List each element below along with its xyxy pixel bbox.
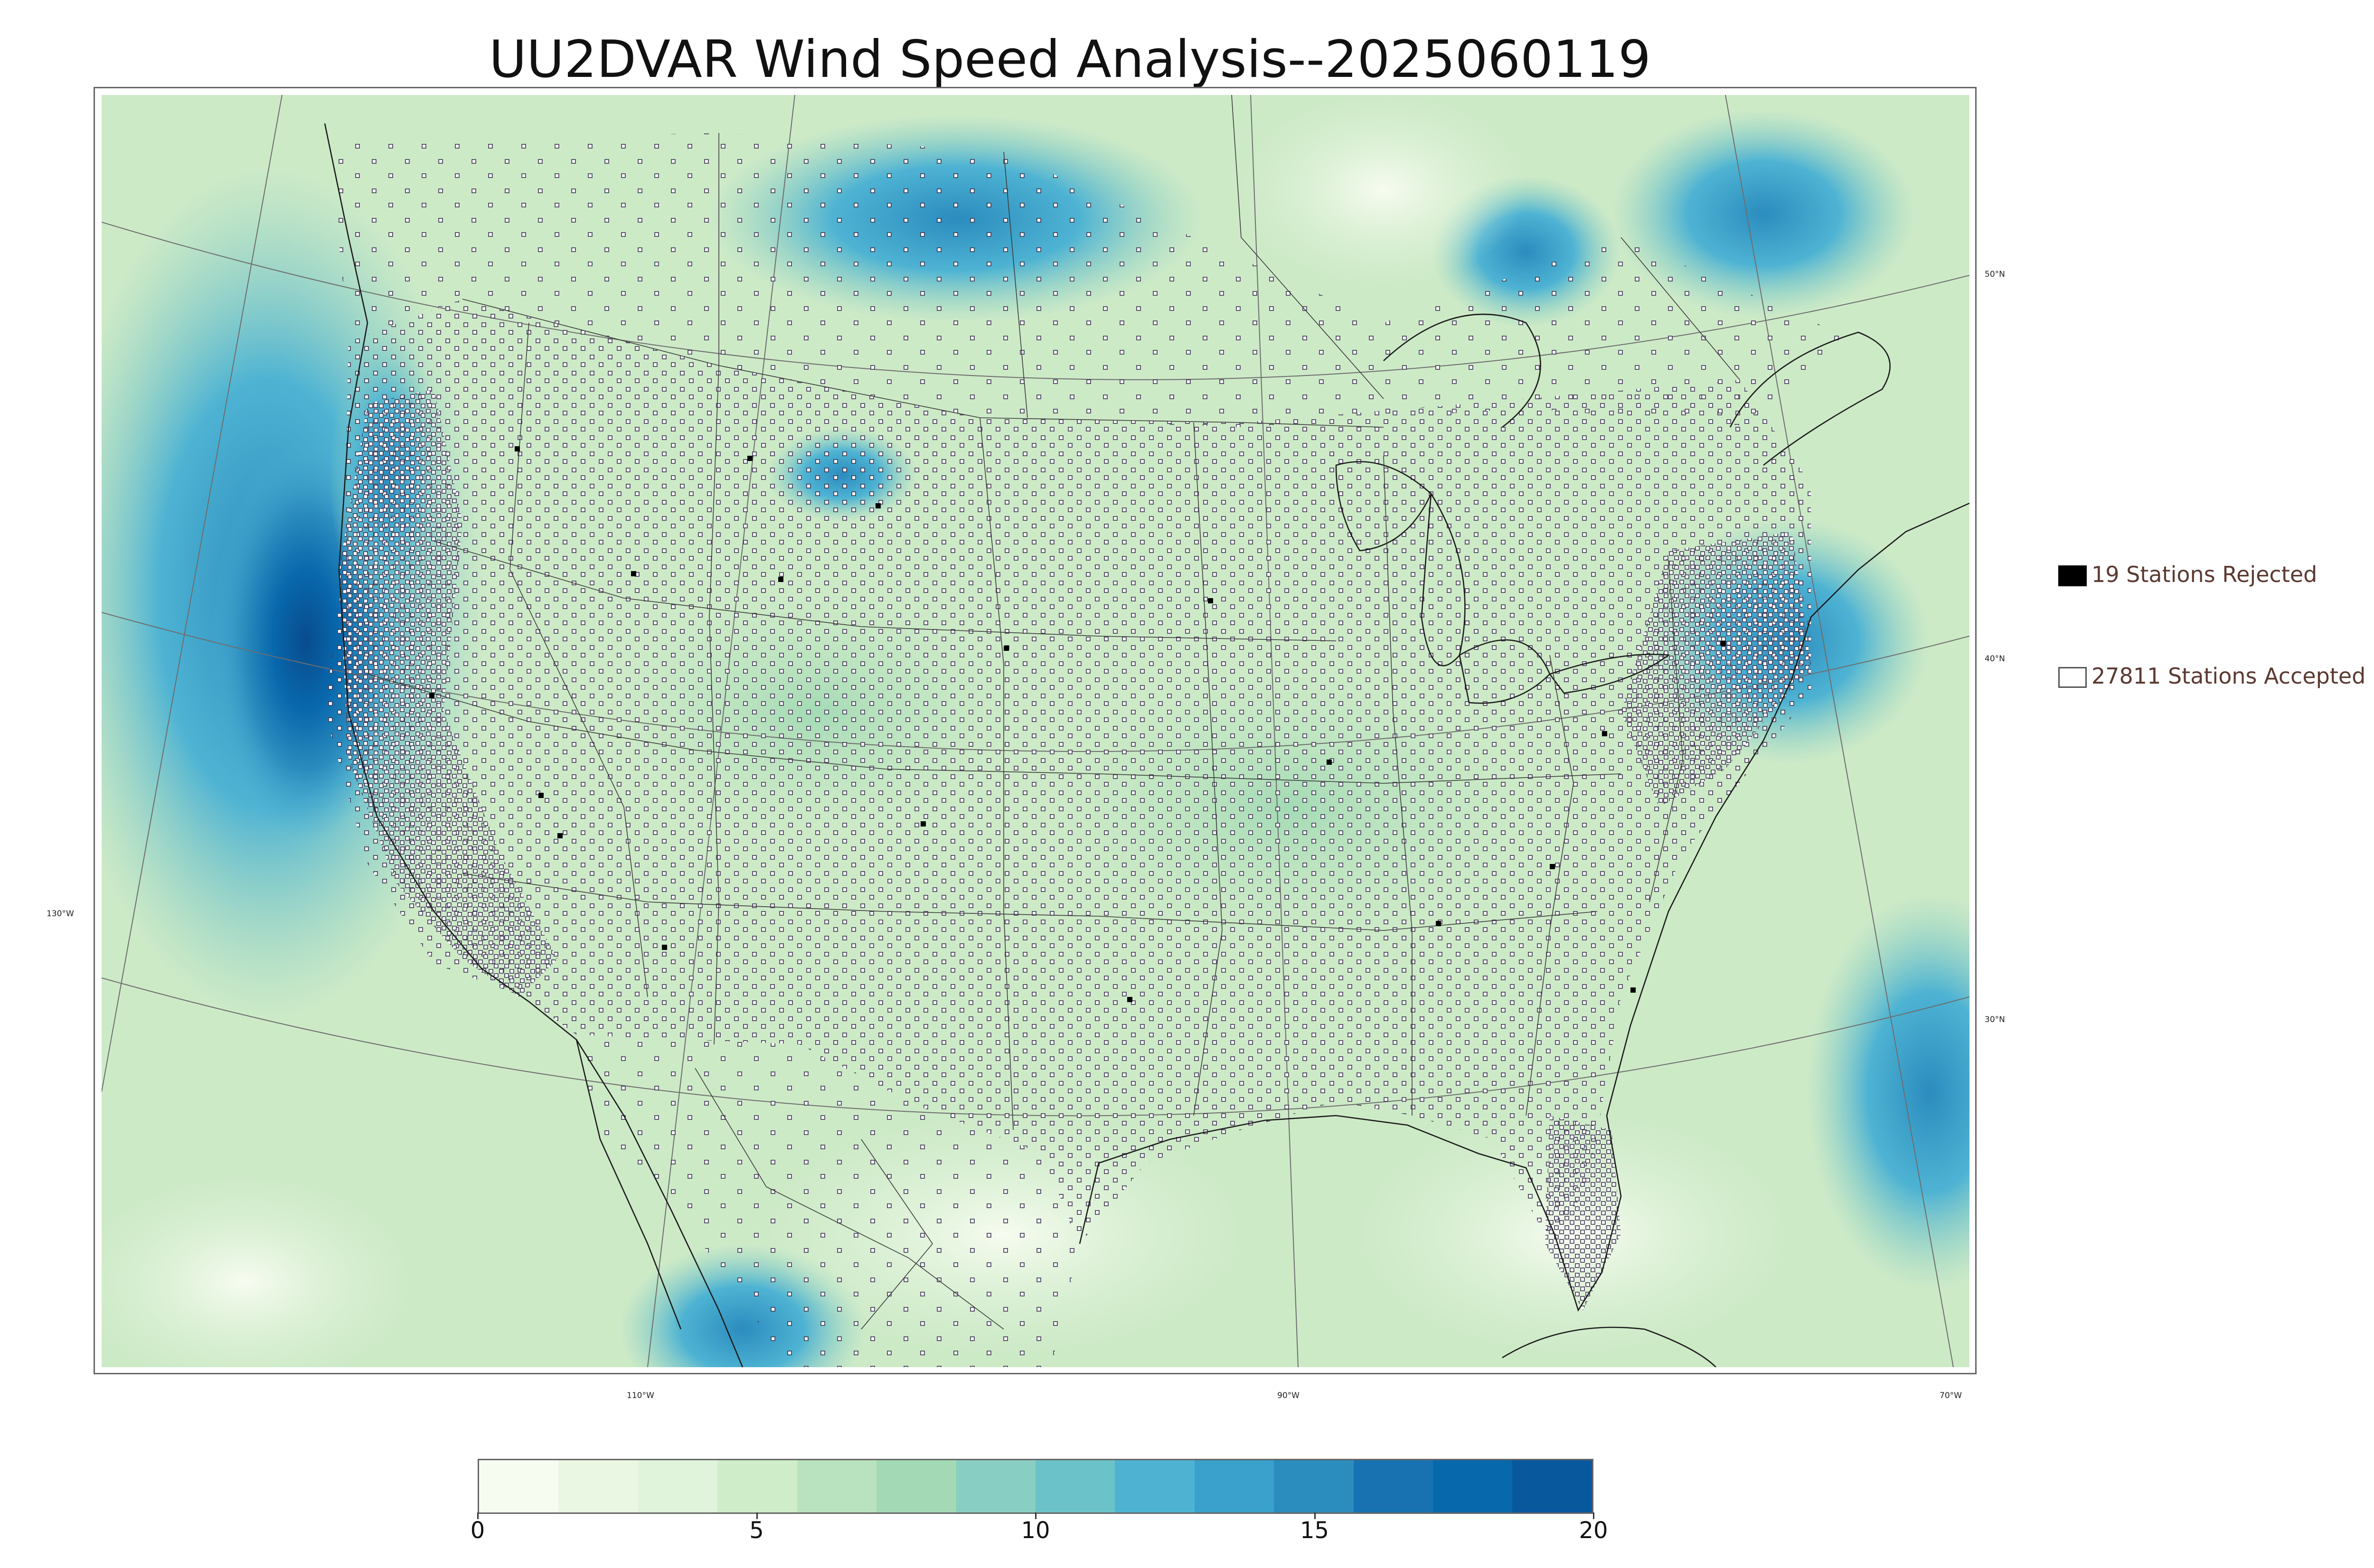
colorbar-segment [797,1460,877,1512]
station-cluster-canada [330,133,1858,427]
map-title: UU2DVAR Wind Speed Analysis--2025060119 [489,30,1651,89]
lon-label-110w: 110°W [627,1391,654,1400]
lon-label-90w: 90°W [1277,1391,1300,1400]
station-cluster-florida [1545,1116,1621,1310]
colorbar-tick-mark [1035,1512,1036,1519]
map-panel[interactable] [94,87,1977,1374]
colorbar-tick-label: 5 [749,1517,764,1544]
colorbar-segment [1353,1460,1433,1512]
colorbar-segment [876,1460,956,1512]
colorbar-tick-label: 20 [1579,1517,1608,1544]
accepted-station-swatch [2058,667,2087,688]
station-cluster-northeast [1621,532,1811,807]
colorbar-tick-mark [1593,1512,1594,1519]
rejected-station-swatch [2058,565,2087,586]
state-borders [367,95,1740,1330]
colorbar-segment [1274,1460,1354,1512]
colorbar-tick-mark [756,1512,758,1519]
colorbar-segment [717,1460,797,1512]
colorbar-tick-label: 15 [1300,1517,1329,1544]
coastlines [324,123,1969,1367]
colorbar-segment [956,1460,1036,1512]
station-markers-rejected [429,446,1726,1002]
lon-label-130w: 130°W [47,909,74,919]
colorbar-segment [1194,1460,1274,1512]
station-cluster-mexico [576,1035,1080,1367]
colorbar-segment [558,1460,638,1512]
station-cluster-conus [325,299,1811,1244]
lat-label-40n: 40°N [1985,654,2005,664]
colorbar-tick-mark [1314,1512,1316,1519]
colorbar-tick-label: 0 [470,1517,485,1544]
colorbar-segment [479,1460,559,1512]
colorbar-segment [1512,1460,1592,1512]
lon-label-70w: 70°W [1940,1391,1962,1400]
wind-speed-map[interactable] [102,95,1969,1367]
legend-accepted-label: 27811 Stations Accepted [2091,663,2366,689]
legend-rejected-label: 19 Stations Rejected [2091,562,2317,587]
colorbar-tick-label: 10 [1021,1517,1050,1544]
colorbar-tick-mark [477,1512,479,1519]
lat-label-50n: 50°N [1985,270,2005,279]
colorbar-segment [1035,1460,1115,1512]
colorbar-segment [1115,1460,1195,1512]
lat-label-30n: 30°N [1985,1015,2005,1024]
colorbar-segment [638,1460,718,1512]
colorbar-segment [1433,1460,1513,1512]
wind-speed-colorbar [478,1459,1593,1514]
